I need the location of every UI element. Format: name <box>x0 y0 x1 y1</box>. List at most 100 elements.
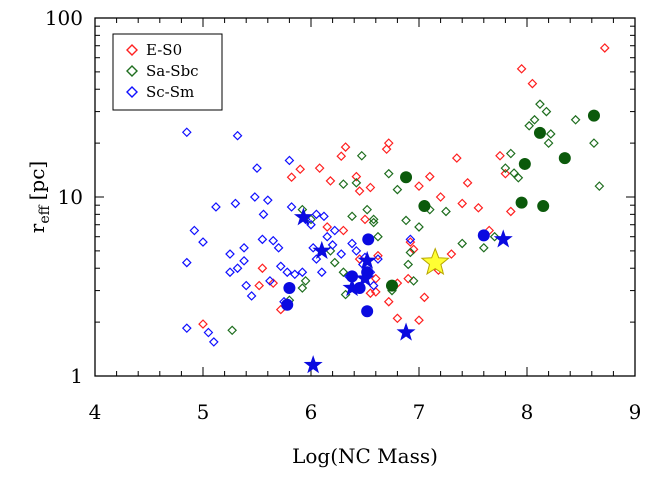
data-point <box>311 209 322 220</box>
data-point <box>225 249 235 259</box>
data-point <box>493 229 513 248</box>
legend-marker <box>126 86 138 98</box>
data-point <box>282 267 293 278</box>
data-point <box>268 235 279 246</box>
data-point <box>403 273 414 284</box>
data-point <box>478 242 489 253</box>
data-point <box>477 229 490 242</box>
data-point <box>537 200 550 213</box>
data-point <box>314 163 325 173</box>
y-tick-label: 100 <box>45 6 83 30</box>
data-point <box>558 152 571 165</box>
data-point <box>500 168 511 179</box>
data-point <box>419 292 430 303</box>
data-point <box>392 313 403 324</box>
data-point <box>230 198 241 209</box>
y-tick-label: 10 <box>58 185 83 209</box>
data-point <box>368 214 379 225</box>
data-point <box>365 182 376 193</box>
legend-label: Sc-Sm <box>146 83 194 101</box>
data-point <box>518 157 531 170</box>
data-point <box>303 355 323 374</box>
legend: E-S0 Sa-Sbc Sc-Sm <box>112 33 223 111</box>
data-point <box>505 148 516 159</box>
label-layer: 4 5 6 7 8 9 1 10 100 <box>45 6 642 424</box>
data-point <box>286 202 297 212</box>
data-point <box>181 323 192 334</box>
data-point <box>289 269 300 280</box>
data-point <box>362 204 373 215</box>
legend-marker <box>126 65 138 77</box>
data-point <box>329 257 340 268</box>
data-point <box>354 186 365 196</box>
data-point <box>356 150 367 161</box>
data-point <box>297 283 308 293</box>
x-tick-label: 6 <box>305 400 318 424</box>
data-point <box>365 288 376 299</box>
data-point <box>225 267 235 278</box>
data-point <box>589 138 599 148</box>
data-point <box>473 202 484 213</box>
data-point <box>383 296 394 307</box>
data-point <box>257 234 268 245</box>
data-point <box>338 225 349 236</box>
data-point <box>357 250 377 269</box>
data-point <box>208 337 219 347</box>
data-point <box>373 231 383 242</box>
data-point <box>257 263 268 274</box>
data-point <box>181 257 192 268</box>
data-point <box>327 240 338 250</box>
data-point <box>203 327 214 338</box>
data-point <box>198 237 208 247</box>
data-point <box>373 250 383 261</box>
data-point <box>336 249 347 259</box>
x-tick-label: 9 <box>629 400 642 424</box>
data-point <box>351 177 362 188</box>
data-point <box>258 209 269 220</box>
data-point <box>457 238 468 249</box>
data-point <box>396 322 416 341</box>
legend-marker <box>126 44 138 56</box>
data-point <box>381 144 392 155</box>
y-axis-label-subscript: eff <box>37 204 53 223</box>
data-point <box>535 99 545 110</box>
data-point <box>368 280 379 291</box>
x-axis-label: Log(NC Mass) <box>292 444 438 468</box>
data-point <box>370 273 381 284</box>
data-point <box>232 130 243 141</box>
data-point <box>403 259 414 270</box>
y-axis-label: reff [pc] <box>25 161 53 233</box>
data-point <box>462 177 473 188</box>
legend-label: E-S0 <box>146 41 182 59</box>
data-point <box>281 298 294 311</box>
data-point <box>316 267 327 278</box>
x-tick-label: 4 <box>89 400 102 424</box>
y-axis-label-unit: [pc] <box>25 161 49 201</box>
data-point <box>594 181 605 191</box>
data-point <box>342 278 362 297</box>
data-point <box>329 225 340 236</box>
data-point <box>239 255 249 266</box>
data-point <box>338 179 349 189</box>
data-point <box>325 176 336 186</box>
data-point <box>414 181 424 191</box>
data-point <box>336 151 347 162</box>
data-point <box>405 234 416 245</box>
data-point <box>570 114 581 125</box>
x-tick-label: 5 <box>197 400 210 424</box>
data-point <box>533 126 546 139</box>
data-point <box>347 211 357 222</box>
data-point <box>392 184 403 195</box>
data-point <box>524 120 535 131</box>
data-point <box>424 171 435 182</box>
plot-frame <box>94 17 636 377</box>
data-point <box>513 172 524 183</box>
data-point <box>505 206 516 217</box>
data-point <box>543 138 554 148</box>
data-point <box>435 192 446 202</box>
data-point <box>446 249 457 259</box>
data-point <box>362 233 375 246</box>
data-point <box>319 211 329 222</box>
